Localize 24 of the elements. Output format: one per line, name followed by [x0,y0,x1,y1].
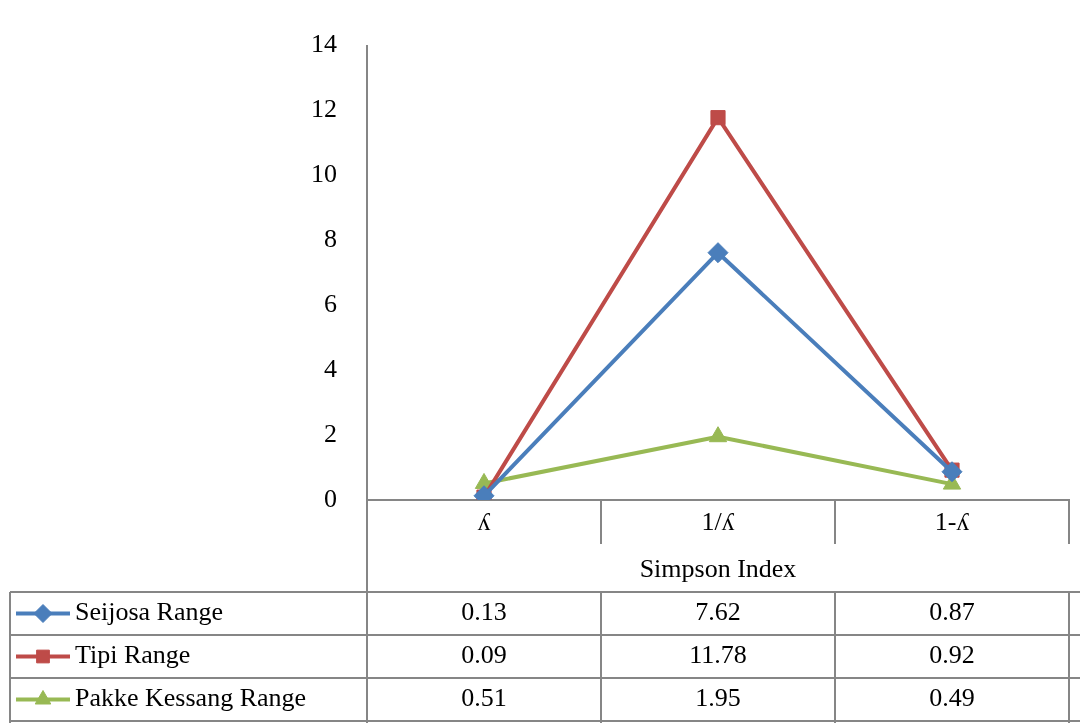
data-label: 0.49 [929,683,975,713]
x-axis-title: Simpson Index [639,554,797,584]
data-label: 0.13 [461,597,507,627]
y-tick-label: 2 [324,418,337,448]
legend-label: Tipi Range [75,640,191,670]
y-tick-label: 14 [311,29,337,59]
x-tick-label: 1-ʎ [934,507,970,537]
x-tick-label: ʎ [477,507,491,537]
y-tick-label: 6 [324,289,337,319]
data-label: 0.51 [461,683,507,713]
y-tick-label: 10 [311,159,337,189]
data-label: 11.78 [689,640,747,670]
data-label: 0.92 [929,640,975,670]
legend-label: Seijosa Range [75,597,224,627]
y-tick-label: 0 [324,483,337,513]
y-tick-label: 12 [311,94,337,124]
data-label: 0.87 [929,597,975,627]
x-tick-label: 1/ʎ [701,507,735,537]
legend-label: Pakke Kessang Range [75,683,307,713]
data-label: 1.95 [695,683,741,713]
data-label: 7.62 [695,597,741,627]
y-tick-label: 8 [324,224,337,254]
data-label: 0.09 [461,640,507,670]
y-tick-label: 4 [324,354,337,383]
